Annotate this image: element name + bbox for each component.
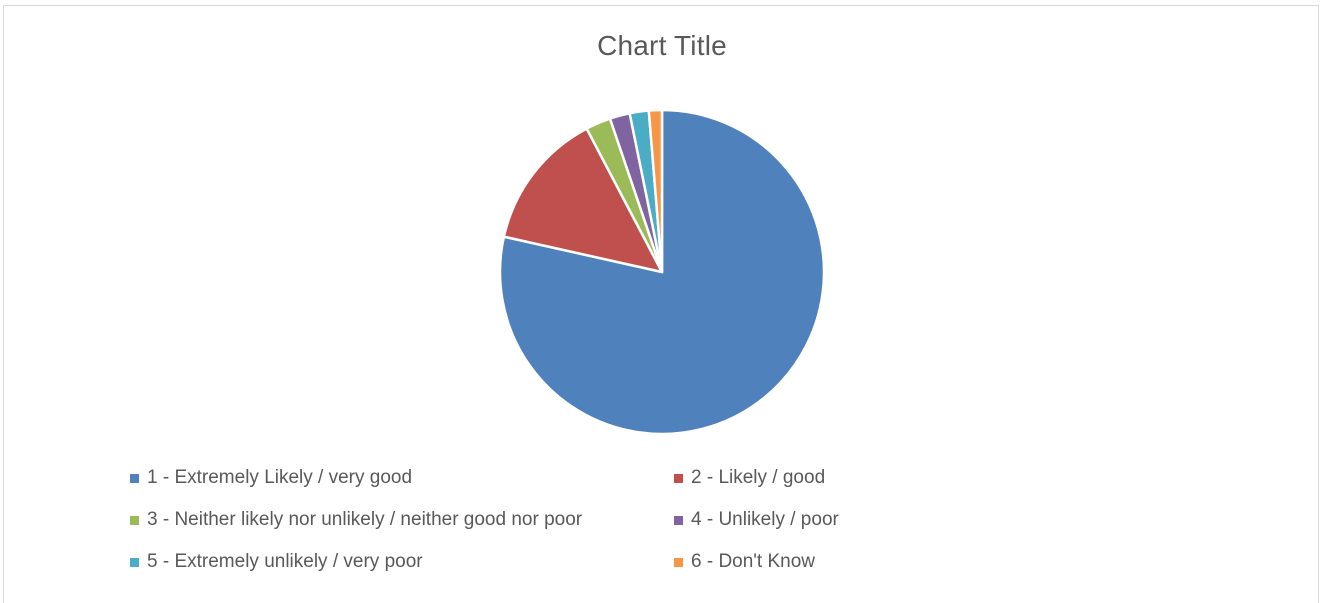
legend-swatch-6 (674, 557, 683, 567)
pie-slice-6 (647, 108, 664, 274)
legend-label-1: 1 - Extremely Likely / very good (147, 467, 413, 488)
legend-item-2: 2 - Likely / good (674, 467, 825, 489)
pie-slice-2 (502, 127, 664, 274)
legend-swatch-1 (130, 473, 139, 483)
legend-swatch-4 (674, 515, 683, 525)
legend-label-5: 5 - Extremely unlikely / very poor (147, 551, 423, 572)
legend-label-6: 6 - Don't Know (691, 551, 816, 572)
legend-swatch-3 (130, 515, 139, 525)
legend-item-4: 4 - Unlikely / poor (674, 509, 839, 531)
legend-item-5: 5 - Extremely unlikely / very poor (130, 551, 423, 573)
legend-label-2: 2 - Likely / good (691, 467, 826, 488)
legend-item-1: 1 - Extremely Likely / very good (130, 467, 412, 489)
chart-title: Chart Title (597, 30, 727, 61)
legend-label-4: 4 - Unlikely / poor (691, 509, 839, 530)
legend-swatch-5 (130, 557, 139, 567)
legend-swatch-2 (674, 473, 683, 483)
legend-label-3: 3 - Neither likely nor unlikely / neithe… (147, 509, 583, 530)
legend-item-6: 6 - Don't Know (674, 551, 815, 573)
legend-item-3: 3 - Neither likely nor unlikely / neithe… (130, 509, 582, 531)
pie-slices (498, 108, 826, 436)
